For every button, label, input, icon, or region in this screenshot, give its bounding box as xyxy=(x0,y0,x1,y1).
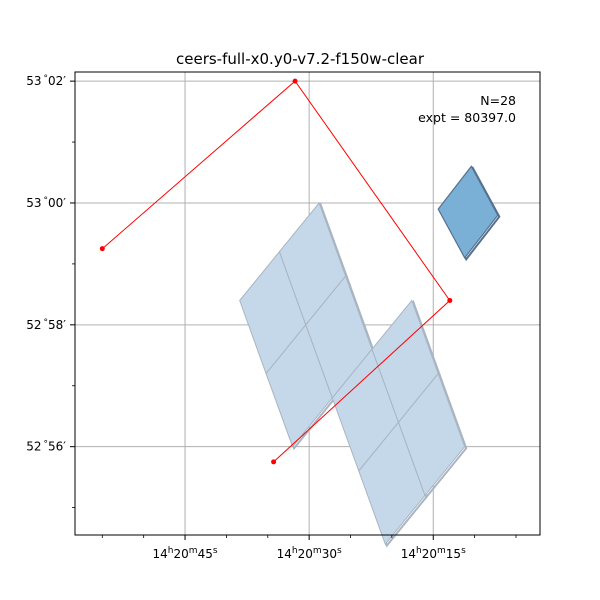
x-tick-label: 14h20m15s xyxy=(401,546,466,561)
y-tick-label: 53 °00′ xyxy=(26,196,66,210)
annotation-layer: N=28 expt = 80397.0 xyxy=(418,93,516,125)
path-layer xyxy=(99,78,453,465)
pointing-path-point xyxy=(292,78,298,84)
tick-layer: 14h20m45s 14h20m30s 14h20m15s 53 °02′ 53 °00′ 5… xyxy=(26,74,517,561)
pointing-path-point xyxy=(99,246,105,252)
x-tick-label: 14h20m30s xyxy=(277,546,342,561)
chart-title: ceers-full-x0.y0-v7.2-f150w-clear xyxy=(176,50,425,68)
y-tick-label: 52 °58′ xyxy=(26,318,66,332)
pointing-path-point xyxy=(447,297,453,303)
annotation-text: expt = 80397.0 xyxy=(418,110,516,125)
y-tick-label: 53 °02′ xyxy=(26,74,66,88)
plot-frame xyxy=(74,71,541,536)
pointing-path-point xyxy=(271,459,277,465)
footprint-layer xyxy=(239,165,501,548)
pointing-path-line xyxy=(101,80,451,463)
y-tick-label: 52 °56′ xyxy=(26,440,66,454)
footprint xyxy=(397,372,466,497)
x-tick-label: 14h20m45s xyxy=(153,546,218,561)
footprint-dark xyxy=(437,165,499,259)
annotation-text: N=28 xyxy=(480,93,516,108)
